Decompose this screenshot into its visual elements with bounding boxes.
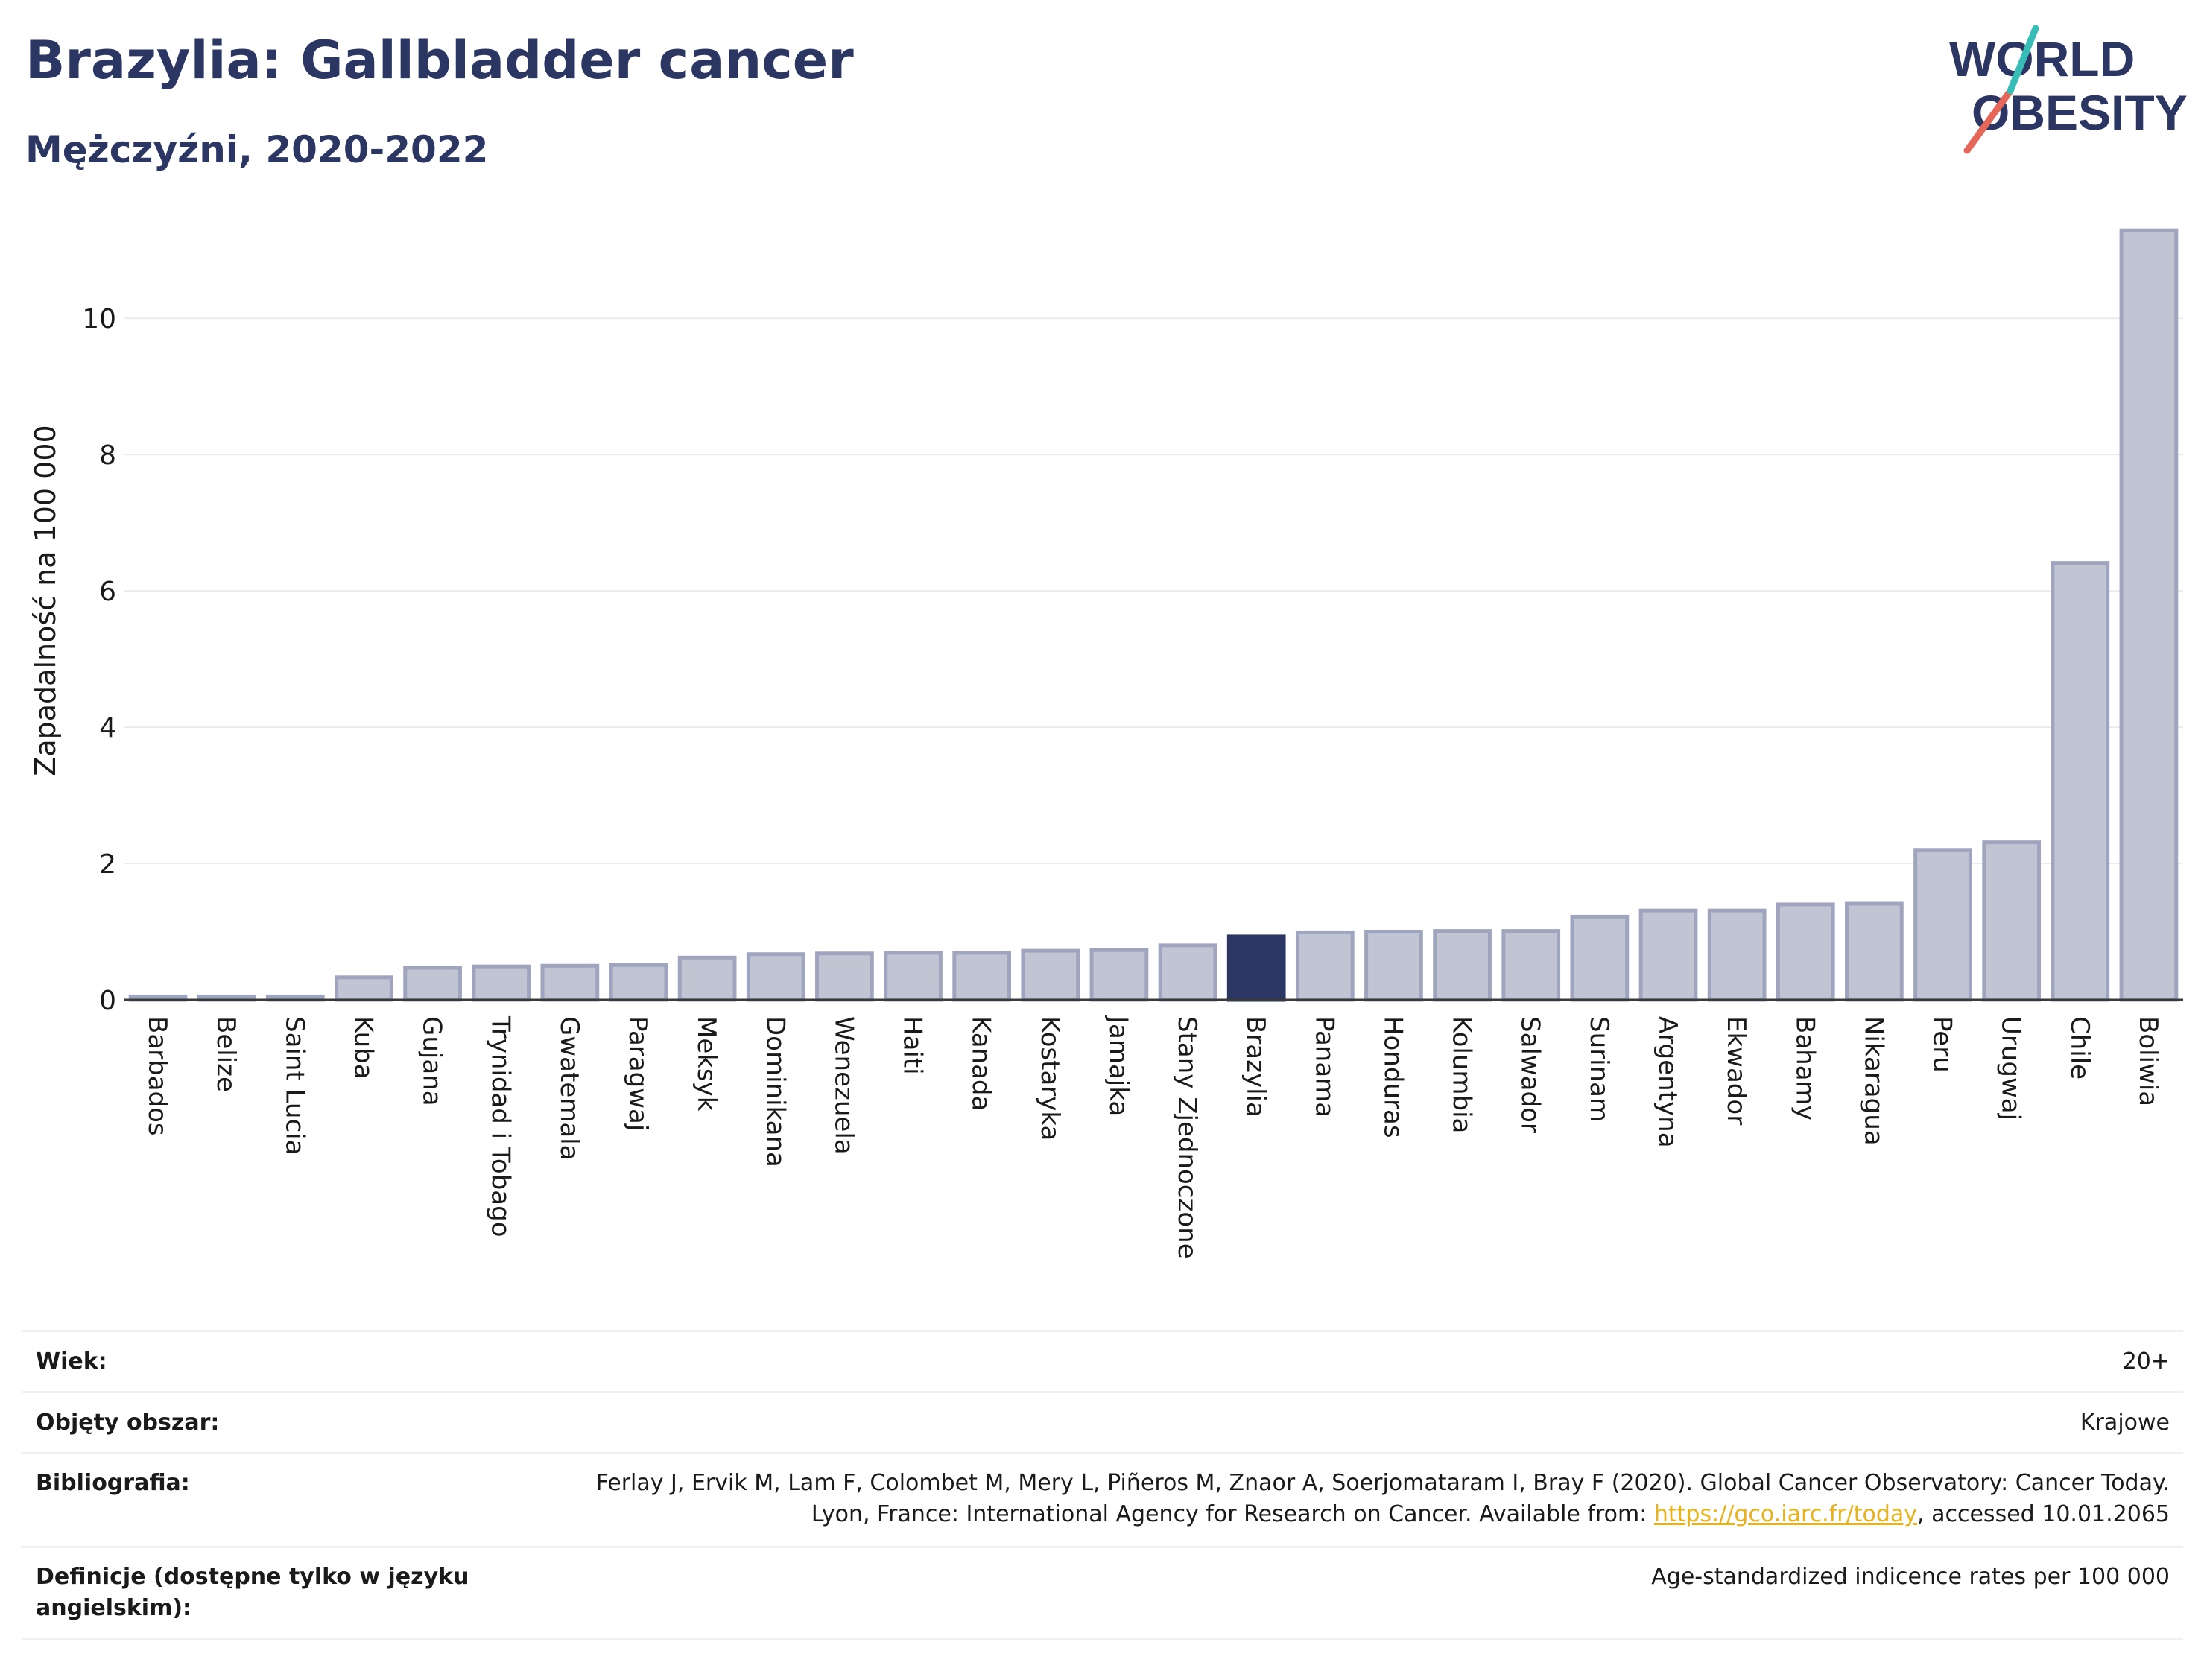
bar-wenezuela[interactable] [815, 951, 874, 1002]
y-tick-label: 0 [99, 986, 116, 1016]
bar-brazylia[interactable] [1226, 934, 1286, 1002]
bibliography-text: Ferlay J, Ervik M, Lam F, Colombet M, Me… [545, 1468, 2170, 1530]
bar-kuba[interactable] [335, 975, 393, 1002]
y-tick-label: 8 [99, 440, 116, 471]
x-tick-label: Jamajka [1103, 1015, 1133, 1116]
x-tick-label: Stany Zjednoczone [1172, 1016, 1202, 1259]
bar-gujana[interactable] [403, 966, 462, 1002]
x-tick-label: Meksyk [691, 1016, 721, 1112]
bar-urugwaj[interactable] [1982, 840, 2042, 1002]
bar-kostaryka[interactable] [1021, 948, 1080, 1002]
x-tick-label: Haiti [898, 1016, 928, 1075]
x-tick-label: Argentyna [1653, 1016, 1682, 1148]
bar-trynidad-i-tobago[interactable] [472, 964, 531, 1002]
x-tick-label: Gwatemala [554, 1016, 584, 1160]
bar-salwador[interactable] [1501, 929, 1561, 1002]
age-label: Wiek: [36, 1348, 107, 1375]
x-tick-label: Kuba [348, 1016, 378, 1080]
x-tick-label: Ekwador [1721, 1016, 1751, 1125]
bar-kanada[interactable] [952, 951, 1012, 1002]
chart-title: Brazylia: Gallbladder cancer [25, 30, 854, 91]
y-tick-label: 10 [82, 304, 116, 335]
bar-bahamy[interactable] [1776, 902, 1835, 1002]
x-tick-label: Trynidad i Tobago [486, 1015, 516, 1237]
bar-stany-zjednoczone[interactable] [1158, 943, 1217, 1002]
x-axis-labels: Barbados Belize Saint Lucia Kuba Gujana Tryni… [142, 1015, 2163, 1259]
bar-meksyk[interactable] [677, 955, 737, 1002]
y-tick-label: 4 [99, 713, 116, 744]
x-tick-label: Dominikana [760, 1016, 790, 1167]
x-tick-label: Barbados [142, 1016, 172, 1136]
x-tick-label: Brazylia [1241, 1016, 1270, 1118]
bibliography-link[interactable]: https://gco.iarc.fr/today [1653, 1501, 1918, 1527]
bar-paragwaj[interactable] [609, 963, 668, 1002]
x-tick-label: Boliwia [2133, 1016, 2163, 1106]
x-tick-label: Nikaragua [1858, 1016, 1888, 1146]
age-value: 20+ [2122, 1348, 2170, 1375]
logo-slash-teal [2007, 25, 2039, 95]
bar-panama[interactable] [1295, 930, 1355, 1002]
metadata-table: Wiek: 20+ Objęty obszar: Krajowe Bibliog… [22, 1330, 2183, 1640]
chart-subtitle: Mężczyźni, 2020-2022 [25, 128, 489, 171]
y-tick-label: 6 [99, 577, 116, 607]
definitions-label: Definicje (dostępne tylko w języku angie… [36, 1564, 469, 1621]
bars [128, 228, 2179, 1002]
bar-chart: 0 2 4 6 8 10 Barbados Belize Saint Lucia Kuba Guj… [29, 228, 2183, 1259]
x-tick-label: Kolumbia [1447, 1016, 1477, 1133]
bar-surinam[interactable] [1570, 914, 1630, 1002]
x-tick-label: Panama [1309, 1016, 1339, 1118]
y-axis-ticks: 0 2 4 6 8 10 [82, 304, 116, 1016]
bibliography-text-start: Ferlay J, Ervik M, Lam F, Colombet M, Me… [595, 1470, 2170, 1527]
bibliography-text-end: , accessed 10.01.2065 [1917, 1501, 2170, 1527]
meta-row-definitions: Definicje (dostępne tylko w języku angie… [22, 1546, 2183, 1640]
bar-peru[interactable] [1913, 848, 1972, 1002]
x-tick-label: Wenezuela [829, 1016, 858, 1155]
x-tick-label: Paragwaj [623, 1016, 653, 1131]
gridlines [124, 317, 2183, 865]
x-tick-label: Saint Lucia [279, 1016, 309, 1155]
definitions-value: Age-standardized indicence rates per 100… [1651, 1564, 2170, 1590]
bar-honduras[interactable] [1364, 930, 1423, 1002]
y-tick-label: 2 [99, 849, 116, 880]
bar-boliwia[interactable] [2119, 228, 2179, 1002]
x-tick-label: Gujana [417, 1016, 447, 1106]
meta-row-coverage: Objęty obszar: Krajowe [22, 1391, 2183, 1452]
meta-row-age: Wiek: 20+ [22, 1330, 2183, 1391]
x-tick-label: Bahamy [1790, 1016, 1820, 1120]
x-tick-label: Peru [1928, 1016, 1957, 1073]
coverage-value: Krajowe [2080, 1409, 2170, 1436]
logo-line-1: WORLD [1949, 31, 2135, 86]
bar-kolumbia[interactable] [1433, 929, 1492, 1002]
bar-haiti[interactable] [884, 951, 943, 1002]
bar-dominikana[interactable] [746, 952, 805, 1002]
x-tick-label: Honduras [1378, 1016, 1407, 1138]
bar-chile[interactable] [2051, 561, 2110, 1002]
world-obesity-logo: WORLD OBESITY [1949, 25, 2188, 154]
x-tick-label: Chile [2065, 1016, 2094, 1080]
y-axis-label: Zapadalność na 100 000 [29, 425, 62, 776]
bar-nikaragua[interactable] [1845, 901, 1904, 1002]
x-tick-label: Urugwaj [1996, 1016, 2026, 1120]
coverage-label: Objęty obszar: [36, 1409, 220, 1436]
x-tick-label: Belize [211, 1016, 241, 1092]
x-tick-label: Kostaryka [1035, 1016, 1065, 1141]
logo-slash-red [1963, 87, 2014, 154]
x-tick-label: Kanada [966, 1016, 996, 1111]
bar-gwatemala[interactable] [540, 963, 600, 1002]
x-tick-label: Surinam [1584, 1016, 1614, 1122]
bar-ekwador[interactable] [1707, 908, 1767, 1002]
bibliography-label: Bibliografia: [36, 1470, 190, 1496]
x-tick-label: Salwador [1516, 1016, 1545, 1133]
meta-row-bibliography: Bibliografia: Ferlay J, Ervik M, Lam F, … [22, 1452, 2183, 1546]
bar-jamajka[interactable] [1089, 948, 1149, 1002]
bar-argentyna[interactable] [1638, 908, 1698, 1002]
